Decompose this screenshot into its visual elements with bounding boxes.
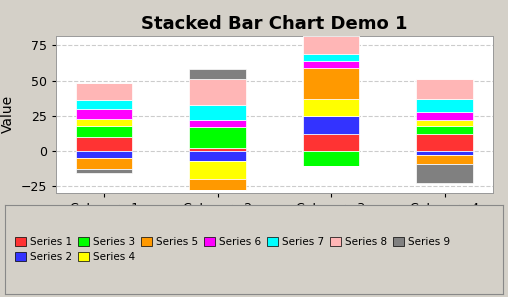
- Bar: [189, 69, 246, 79]
- Bar: [189, 161, 246, 179]
- Bar: [189, 120, 246, 127]
- Bar: [416, 112, 473, 120]
- Bar: [76, 151, 133, 158]
- Bar: [303, 36, 360, 54]
- Bar: [303, 116, 360, 134]
- Bar: [189, 79, 246, 105]
- Bar: [76, 169, 133, 173]
- Bar: [303, 33, 360, 36]
- Y-axis label: Value: Value: [1, 95, 15, 133]
- Bar: [303, 61, 360, 68]
- Bar: [416, 126, 473, 134]
- X-axis label: Category: Category: [242, 221, 306, 235]
- Bar: [416, 120, 473, 126]
- Bar: [76, 126, 133, 137]
- Bar: [76, 83, 133, 100]
- Bar: [76, 137, 133, 151]
- Title: Stacked Bar Chart Demo 1: Stacked Bar Chart Demo 1: [141, 15, 407, 33]
- Bar: [76, 119, 133, 126]
- Bar: [189, 179, 246, 190]
- Bar: [189, 105, 246, 120]
- Bar: [416, 155, 473, 164]
- Bar: [416, 79, 473, 99]
- Bar: [303, 151, 360, 166]
- Bar: [416, 134, 473, 151]
- Bar: [189, 127, 246, 148]
- Bar: [76, 109, 133, 119]
- Bar: [189, 148, 246, 151]
- Bar: [416, 99, 473, 112]
- Bar: [76, 158, 133, 169]
- Legend: Series 1, Series 2, Series 3, Series 4, Series 5, Series 6, Series 7, Series 8, : Series 1, Series 2, Series 3, Series 4, …: [10, 232, 455, 267]
- Bar: [189, 151, 246, 161]
- Bar: [76, 100, 133, 109]
- Bar: [303, 99, 360, 116]
- Bar: [416, 164, 473, 183]
- Bar: [416, 151, 473, 155]
- Bar: [303, 134, 360, 151]
- Bar: [303, 54, 360, 61]
- Bar: [303, 68, 360, 99]
